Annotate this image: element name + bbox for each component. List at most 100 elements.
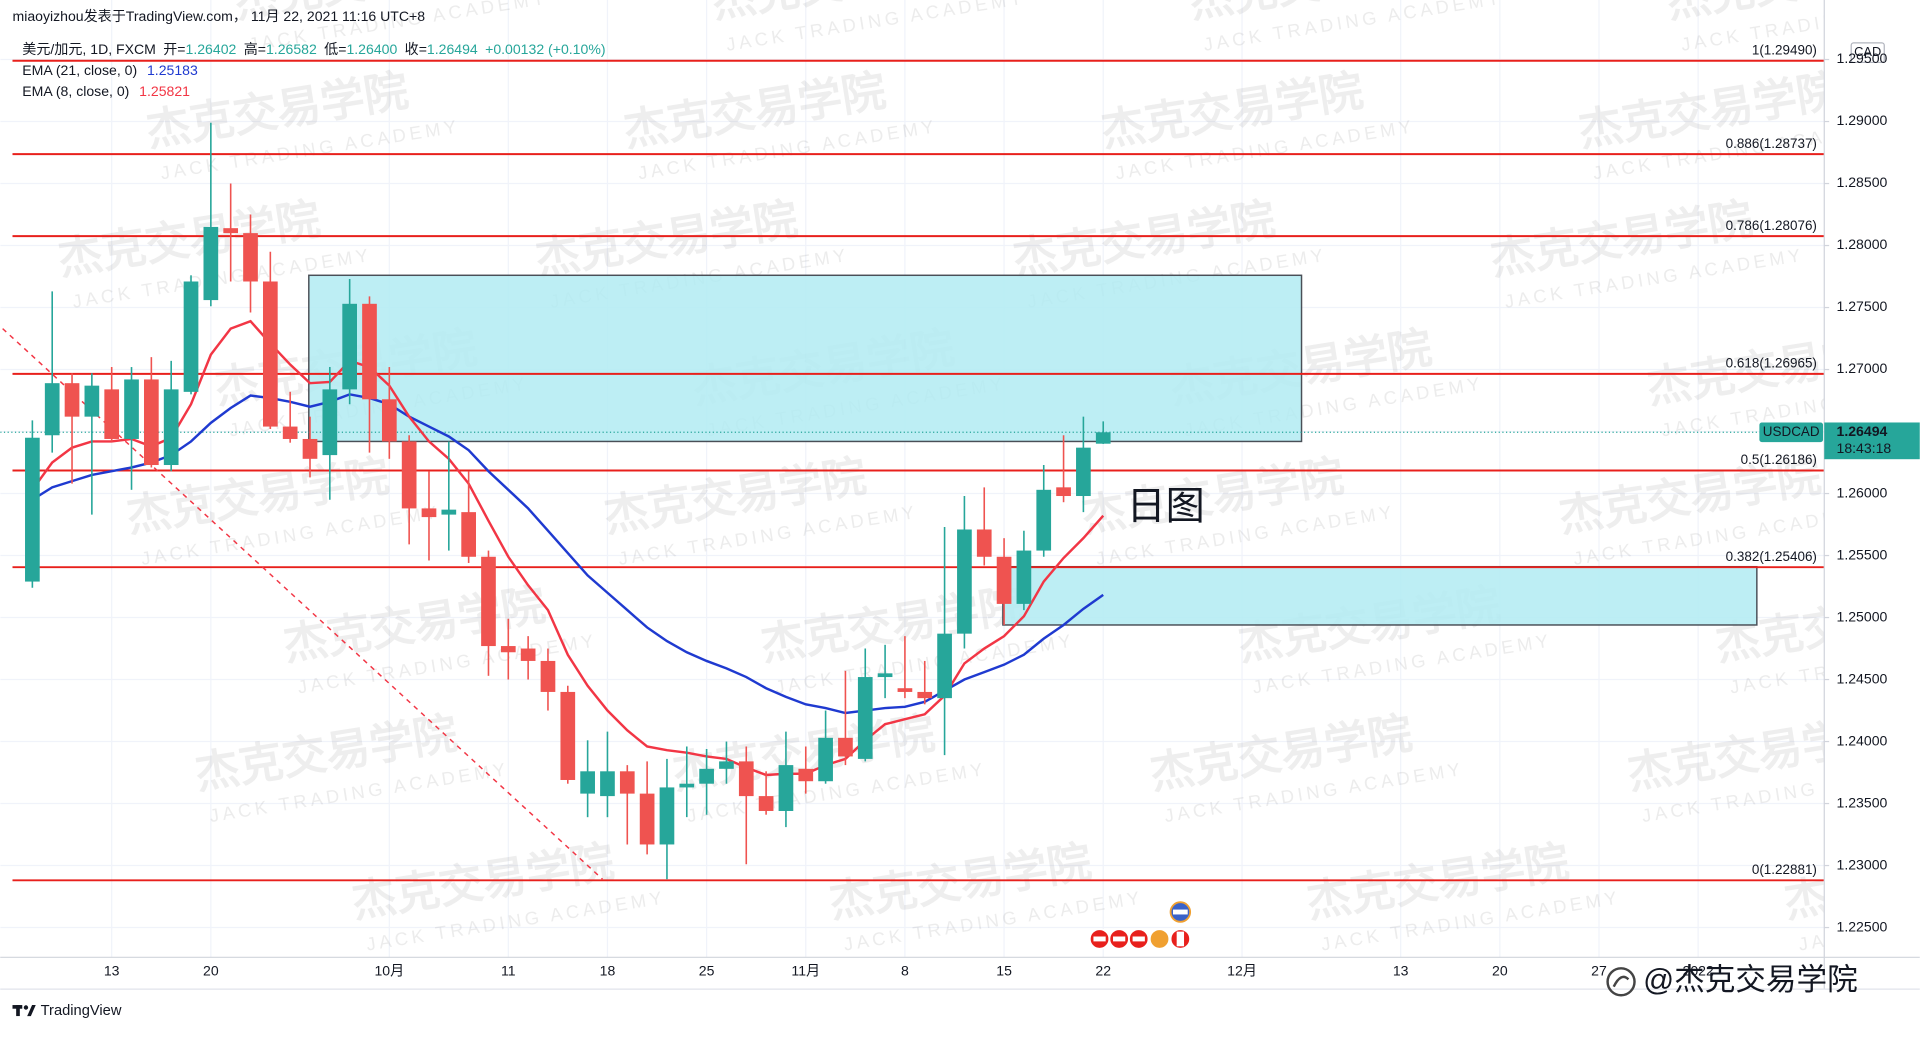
candle-body (798, 768, 814, 782)
legend-series-name: EMA (8, close, 0) (22, 83, 129, 99)
candle-body (282, 426, 298, 439)
currency-box[interactable] (1850, 42, 1885, 64)
flag-stripe (1113, 936, 1126, 942)
fib-label: 0.5(1.26186) (1741, 452, 1817, 467)
candle-body (917, 691, 933, 699)
candle-body (679, 783, 695, 788)
candle-body (500, 646, 516, 653)
candle-body (44, 383, 60, 436)
legend-ohlc-value: 1.26402 (186, 41, 237, 57)
ema-line (31, 319, 1105, 777)
legend-series-value: 1.25821 (139, 83, 190, 99)
candle-body (104, 389, 120, 439)
x-tick-label: 2022 (1682, 963, 1713, 979)
fib-label: 0.886(1.28737) (1726, 136, 1817, 151)
flag-stripe (1093, 936, 1106, 942)
fib-label: 0(1.22881) (1752, 862, 1817, 877)
candle-body (540, 660, 556, 692)
candle-body (124, 379, 139, 439)
y-tick-label: 1.27500 (1837, 298, 1888, 314)
legend-ohlc-value: 1.26582 (266, 41, 317, 57)
candle-body (619, 771, 635, 794)
candle-body (897, 688, 913, 692)
candle-body (957, 529, 972, 634)
candle-body (243, 233, 258, 282)
candle-body (1095, 432, 1111, 444)
fib-label: 0.382(1.25406) (1726, 549, 1817, 564)
candle-body (64, 383, 80, 417)
event-icon[interactable] (1148, 928, 1171, 950)
candle-body (580, 771, 595, 794)
candle-body (719, 761, 734, 769)
flag-stripe (1132, 936, 1145, 942)
annotation: 日图 (1126, 486, 1204, 529)
candle-body (163, 389, 179, 466)
y-tick-label: 1.25000 (1837, 608, 1888, 624)
x-tick-label: 8 (901, 963, 909, 979)
price-badge-value: 1.26494 (1837, 423, 1888, 439)
logo-part (23, 1005, 29, 1010)
candle-body (937, 633, 952, 699)
candle-body (302, 438, 318, 459)
x-tick-label: 15 (996, 963, 1012, 979)
x-tick-label: 10月 (374, 963, 404, 979)
x-tick-label: 13 (1393, 963, 1409, 979)
candle-body (401, 441, 417, 509)
legend-row: EMA (8, close, 0) 1.25821 (22, 83, 190, 99)
flag-stripe (1176, 931, 1185, 947)
legend-ohlc-value: 1.26494 (427, 41, 478, 57)
credit-icon (1606, 967, 1636, 997)
trendline[interactable] (2, 328, 603, 880)
legend-series-value: 1.25183 (147, 62, 198, 78)
candle-body (738, 761, 754, 797)
legend-ohlc-value: 1.26400 (346, 41, 397, 57)
symbol-badge (1759, 422, 1824, 443)
candle-body (976, 529, 992, 557)
candle-body (421, 508, 437, 518)
credit-icon (1612, 975, 1630, 988)
candle-body (461, 512, 476, 557)
candle-body (1016, 550, 1032, 604)
candle-body (322, 389, 338, 456)
price-badge (1824, 422, 1920, 460)
y-tick-label: 1.29500 (1837, 50, 1888, 66)
candle-body (144, 379, 159, 466)
zone[interactable] (1002, 565, 1758, 626)
y-tick-label: 1.27000 (1837, 360, 1888, 376)
candle-body (1076, 447, 1091, 497)
candle-body (520, 648, 536, 661)
zone[interactable] (308, 274, 1303, 443)
candle-body (25, 437, 40, 582)
publish-info: miaoyizhou发表于TradingView.com， 11月 22, 20… (12, 8, 425, 24)
legend-ohlc-label: 收= (405, 41, 427, 57)
branding: TradingView (41, 1003, 122, 1019)
logo-part (27, 1005, 36, 1017)
overlay-layer: miaoyizhou发表于TradingView.com， 11月 22, 20… (0, 0, 1920, 1019)
candle-body (342, 303, 358, 390)
candle-body (699, 768, 714, 784)
credit-text: @杰克交易学院 (1643, 963, 1858, 997)
y-tick-label: 1.28000 (1837, 236, 1888, 252)
candle-body (362, 303, 377, 400)
y-tick-label: 1.26000 (1837, 484, 1888, 500)
flag-stripe (1173, 909, 1188, 915)
legend-ohlc-label: 低= (324, 41, 346, 57)
candle-body (441, 509, 457, 515)
event-icons (1088, 901, 1192, 950)
candle-body (1036, 489, 1052, 551)
fib-label: 0.618(1.26965) (1726, 356, 1817, 371)
candle-body (481, 556, 496, 647)
legend-symbol: 美元/加元, 1D, FXCM (22, 41, 156, 57)
x-tick-label: 20 (203, 963, 219, 979)
fib-label: 1(1.29490) (1752, 43, 1817, 58)
y-tick-label: 1.22500 (1837, 918, 1888, 934)
x-tick-label: 27 (1591, 963, 1607, 979)
fib-label: 0.786(1.28076) (1726, 218, 1817, 233)
y-tick-label: 1.29000 (1837, 112, 1888, 128)
credit: @杰克交易学院 (1606, 963, 1858, 997)
currency-label[interactable]: CAD (1854, 44, 1881, 59)
candle-body (877, 673, 893, 678)
legend-change: +0.00132 (+0.10%) (485, 41, 605, 57)
